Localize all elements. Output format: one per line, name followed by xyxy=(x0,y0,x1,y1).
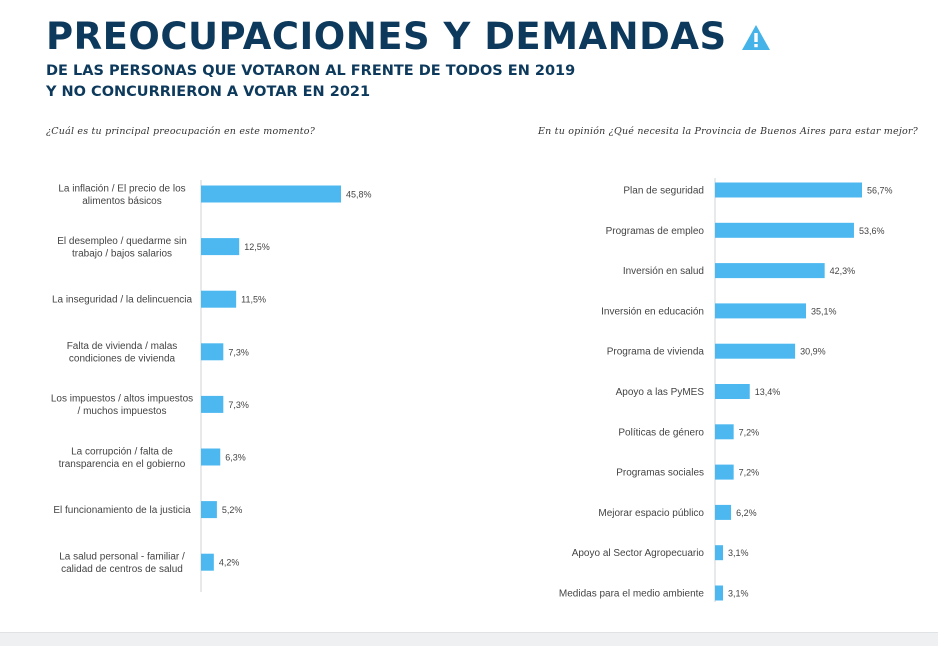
left-category-label: Falta de vivienda / malas xyxy=(67,341,178,352)
left-bar xyxy=(201,553,214,571)
right-bar xyxy=(715,585,724,601)
left-bar xyxy=(201,343,224,361)
right-bar xyxy=(715,504,732,520)
left-category-label: transparencia en el gobierno xyxy=(59,459,186,470)
right-bar-value-label: 3,1% xyxy=(728,548,749,558)
right-category-label: Programa de vivienda xyxy=(607,347,705,358)
left-bar xyxy=(201,448,221,466)
footer-band xyxy=(0,632,938,646)
right-category-label: Medidas para el medio ambiente xyxy=(559,589,705,600)
left-bar-value-label: 5,2% xyxy=(222,505,243,515)
right-bar-value-label: 3,1% xyxy=(728,589,749,599)
right-category-label: Apoyo al Sector Agropecuario xyxy=(572,548,705,559)
right-category-label: Plan de seguridad xyxy=(623,186,704,197)
right-bar xyxy=(715,182,862,198)
left-category-label: El funcionamiento de la justicia xyxy=(53,505,191,516)
left-category-label: condiciones de vivienda xyxy=(69,354,176,365)
left-category-label: La inflación / El precio de los xyxy=(58,183,185,194)
left-category-label: La inseguridad / la delincuencia xyxy=(52,295,193,306)
right-bar-value-label: 42,3% xyxy=(830,266,856,276)
left-bar-value-label: 7,3% xyxy=(228,400,249,410)
right-category-label: Programas de empleo xyxy=(606,226,705,237)
left-bar-value-label: 45,8% xyxy=(346,190,372,200)
left-category-label: calidad de centros de salud xyxy=(61,564,183,575)
left-category-label: La corrupción / falta de xyxy=(71,446,173,457)
right-bar-value-label: 30,9% xyxy=(800,347,826,357)
subtitle-line-2: Y NO CONCURRIERON A VOTAR EN 2021 xyxy=(46,84,371,100)
left-bar-value-label: 6,3% xyxy=(225,453,246,463)
left-bar xyxy=(201,395,224,413)
right-bar xyxy=(715,343,796,359)
right-bar xyxy=(715,545,724,561)
left-category-label: alimentos básicos xyxy=(82,196,161,207)
page-title: PREOCUPACIONES Y DEMANDAS xyxy=(46,15,727,58)
warning-triangle-icon xyxy=(741,25,770,50)
right-bar xyxy=(715,424,734,440)
left-category-label: trabajo / bajos salarios xyxy=(72,248,172,259)
right-bar-value-label: 7,2% xyxy=(739,468,760,478)
left-chart-question: ¿Cuál es tu principal preocupación en es… xyxy=(46,126,316,137)
left-bar xyxy=(201,185,341,203)
right-bar xyxy=(715,263,825,279)
right-chart-question: En tu opinión ¿Qué necesita la Provincia… xyxy=(538,126,918,137)
left-bar-value-label: 11,5% xyxy=(241,295,266,305)
right-category-label: Inversión en educación xyxy=(601,306,704,317)
left-bar xyxy=(201,238,240,256)
left-category-label: El desempleo / quedarme sin xyxy=(57,236,187,247)
right-bar-value-label: 6,2% xyxy=(736,508,757,518)
subtitle-line-1: DE LAS PERSONAS QUE VOTARON AL FRENTE DE… xyxy=(46,63,576,79)
title-row: PREOCUPACIONES Y DEMANDAS xyxy=(46,14,771,60)
right-bar-value-label: 13,4% xyxy=(755,387,781,397)
right-bar xyxy=(715,464,734,480)
left-category-label: Los impuestos / altos impuestos xyxy=(51,394,193,405)
left-category-label: La salud personal - familiar / xyxy=(59,551,185,562)
right-bar xyxy=(715,384,750,399)
right-category-label: Políticas de género xyxy=(618,427,704,438)
right-bar xyxy=(715,222,854,238)
right-bar-value-label: 7,2% xyxy=(739,427,760,437)
left-bar xyxy=(201,290,237,308)
right-category-label: Mejorar espacio público xyxy=(598,508,704,519)
left-bar-value-label: 4,2% xyxy=(219,558,240,568)
left-bar xyxy=(201,501,217,519)
right-bar-value-label: 35,1% xyxy=(811,306,837,316)
header: PREOCUPACIONES Y DEMANDAS DE LAS PERSONA… xyxy=(46,14,771,102)
left-bar-value-label: 12,5% xyxy=(244,242,270,252)
left-category-label: / muchos impuestos xyxy=(78,406,167,417)
right-bar xyxy=(715,303,806,319)
right-category-label: Inversión en salud xyxy=(623,266,704,277)
left-bar-value-label: 7,3% xyxy=(228,347,249,357)
right-category-label: Apoyo a las PyMES xyxy=(616,387,705,398)
right-category-label: Programas sociales xyxy=(616,468,704,479)
right-bar-value-label: 56,7% xyxy=(867,186,893,196)
right-bar-value-label: 53,6% xyxy=(859,226,885,236)
